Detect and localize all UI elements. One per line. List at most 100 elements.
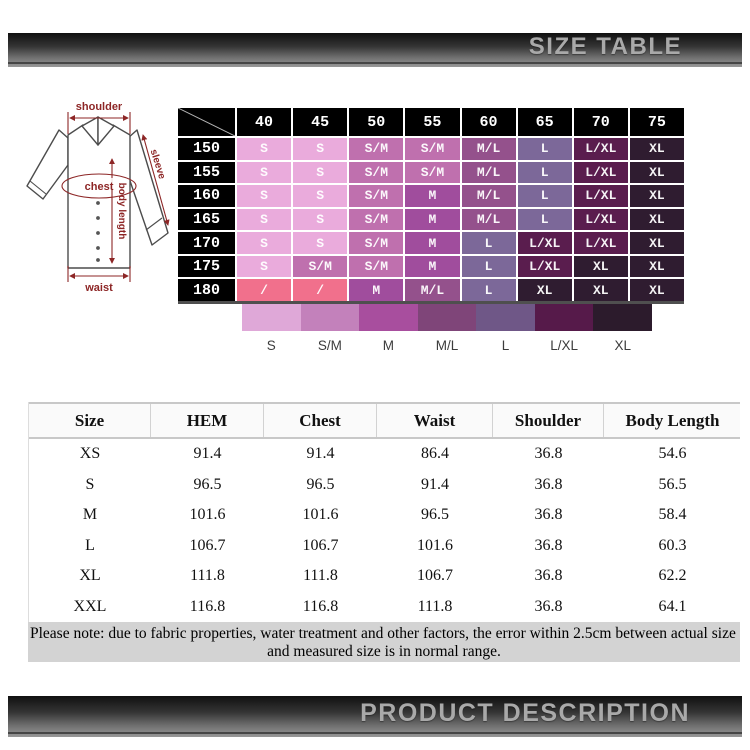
table-header-cell: HEM [151, 404, 264, 437]
table-value-cell: 36.8 [534, 567, 563, 585]
matrix-cell: XL [629, 255, 684, 278]
matrix-row-label: 180 [178, 279, 235, 301]
legend-swatch [534, 304, 594, 331]
legend-item: XL [593, 304, 652, 353]
measurement-table: Size HEM Chest Waist Shoulder Body Length XS 9… [28, 402, 740, 622]
matrix-cell: S/M [349, 232, 404, 254]
matrix-cell: S [237, 208, 292, 231]
table-value-cell: 116.8 [189, 597, 226, 615]
diagram-label-body-length: body length [116, 183, 127, 240]
matrix-cell: L/XL [517, 255, 572, 278]
table-row: L 106.7 106.7 101.6 36.8 60.3 [29, 531, 740, 562]
table-row: M 101.6 101.6 96.5 36.8 58.4 [29, 500, 740, 531]
matrix-col-header: 50 [349, 108, 404, 136]
table-value-cell: 56.5 [658, 475, 687, 493]
table-size-cell: XL [79, 567, 101, 585]
table-value-cell: 36.8 [534, 506, 563, 524]
legend-label: M [382, 338, 395, 353]
table-value-cell: 91.4 [193, 445, 222, 463]
matrix-cell: S/M [349, 185, 404, 207]
legend-label: L [501, 338, 510, 353]
legend-item: M/L [417, 304, 477, 353]
matrix-cell: M/L [405, 279, 460, 301]
table-size-cell: M [82, 506, 98, 524]
table-value-cell: 60.3 [658, 536, 687, 554]
matrix-cell: L/XL [573, 138, 628, 160]
matrix-cell: S/M [349, 138, 404, 160]
table-row: S 96.5 96.5 91.4 36.8 56.5 [29, 470, 740, 501]
matrix-col-header: 60 [461, 108, 516, 136]
size-note: Please note: due to fabric properties, w… [28, 622, 740, 662]
table-header-cell: Shoulder [493, 404, 604, 437]
matrix-row-label: 160 [178, 185, 235, 207]
matrix-cell: S [237, 138, 292, 160]
matrix-cell: S [293, 161, 348, 184]
legend-swatch [242, 304, 301, 331]
matrix-cell: L [461, 255, 516, 278]
matrix-cell: M [349, 279, 404, 301]
legend-item: M [359, 304, 418, 353]
matrix-cell: XL [573, 255, 628, 278]
table-value-cell: 36.8 [534, 475, 563, 493]
legend-label: M/L [435, 338, 459, 353]
table-value-cell: 96.5 [421, 506, 449, 524]
table-value-cell: 111.8 [190, 567, 225, 585]
table-value-cell: 86.4 [421, 445, 449, 463]
matrix-row-label: 155 [178, 161, 235, 184]
matrix-cell: S/M [405, 161, 460, 184]
table-size-cell: XXL [73, 597, 107, 615]
table-value-cell: 116.8 [302, 597, 339, 615]
legend-item: L [476, 304, 535, 353]
matrix-col-header: 40 [237, 108, 292, 136]
legend-label: S [266, 338, 276, 353]
table-header-cell: Waist [377, 404, 493, 437]
matrix-cell: XL [629, 279, 684, 301]
matrix-col-header: 45 [293, 108, 348, 136]
matrix-cell: L/XL [573, 208, 628, 231]
legend-item: S [242, 304, 301, 353]
matrix-cell: XL [629, 208, 684, 231]
table-row: XS 91.4 91.4 86.4 36.8 54.6 [29, 439, 740, 470]
matrix-cell: M/L [461, 161, 516, 184]
matrix-cell: S [237, 185, 292, 207]
table-value-cell: 111.8 [303, 567, 338, 585]
legend-swatch [476, 304, 535, 331]
matrix-row-label: 150 [178, 138, 235, 160]
note-line-2: and measured size is in normal range. [267, 643, 501, 660]
banner-size-table-label: SIZE TABLE [528, 33, 682, 60]
legend-item: S/M [300, 304, 360, 353]
matrix-row-label: 170 [178, 232, 235, 254]
matrix-corner-cell [178, 108, 235, 136]
matrix-cell: M [405, 208, 460, 231]
matrix-cell: M [405, 185, 460, 207]
matrix-cell: S [237, 232, 292, 254]
matrix-cell: L [517, 138, 572, 160]
matrix-cell: S/M [349, 161, 404, 184]
matrix-cell: S [293, 185, 348, 207]
table-value-cell: 101.6 [189, 506, 226, 524]
legend-swatch [300, 304, 360, 331]
matrix-cell: L/XL [517, 232, 572, 254]
table-row: XXL 116.8 116.8 111.8 36.8 64.1 [29, 592, 740, 623]
size-legend: S S/M M M/L L L/XL XL [242, 304, 652, 353]
table-value-cell: 96.5 [193, 475, 222, 493]
matrix-cell: S/M [349, 255, 404, 278]
matrix-cell: L [517, 208, 572, 231]
matrix-cell: XL [629, 185, 684, 207]
size-matrix: 40 45 50 55 60 65 70 75 150 S S S/M S/M M/L L L/XL XL 155… [178, 108, 684, 304]
matrix-cell: M [405, 232, 460, 254]
matrix-cell: M/L [461, 185, 516, 207]
matrix-cell: XL [629, 232, 684, 254]
matrix-col-header: 75 [629, 108, 684, 136]
shirt-measurement-diagram: shoulder chest body length sleeve waist [26, 101, 170, 294]
table-value-cell: 36.8 [534, 536, 563, 554]
legend-label: XL [614, 338, 631, 353]
matrix-cell: S [237, 161, 292, 184]
banner-product-description: PRODUCT DESCRIPTION [8, 696, 742, 737]
diagram-label-waist: waist [84, 282, 113, 294]
matrix-cell: L/XL [573, 161, 628, 184]
diagram-label-shoulder: shoulder [76, 101, 123, 113]
diagram-label-chest: chest [85, 181, 114, 193]
matrix-cell: XL [573, 279, 628, 301]
matrix-cell: S/M [293, 255, 348, 278]
